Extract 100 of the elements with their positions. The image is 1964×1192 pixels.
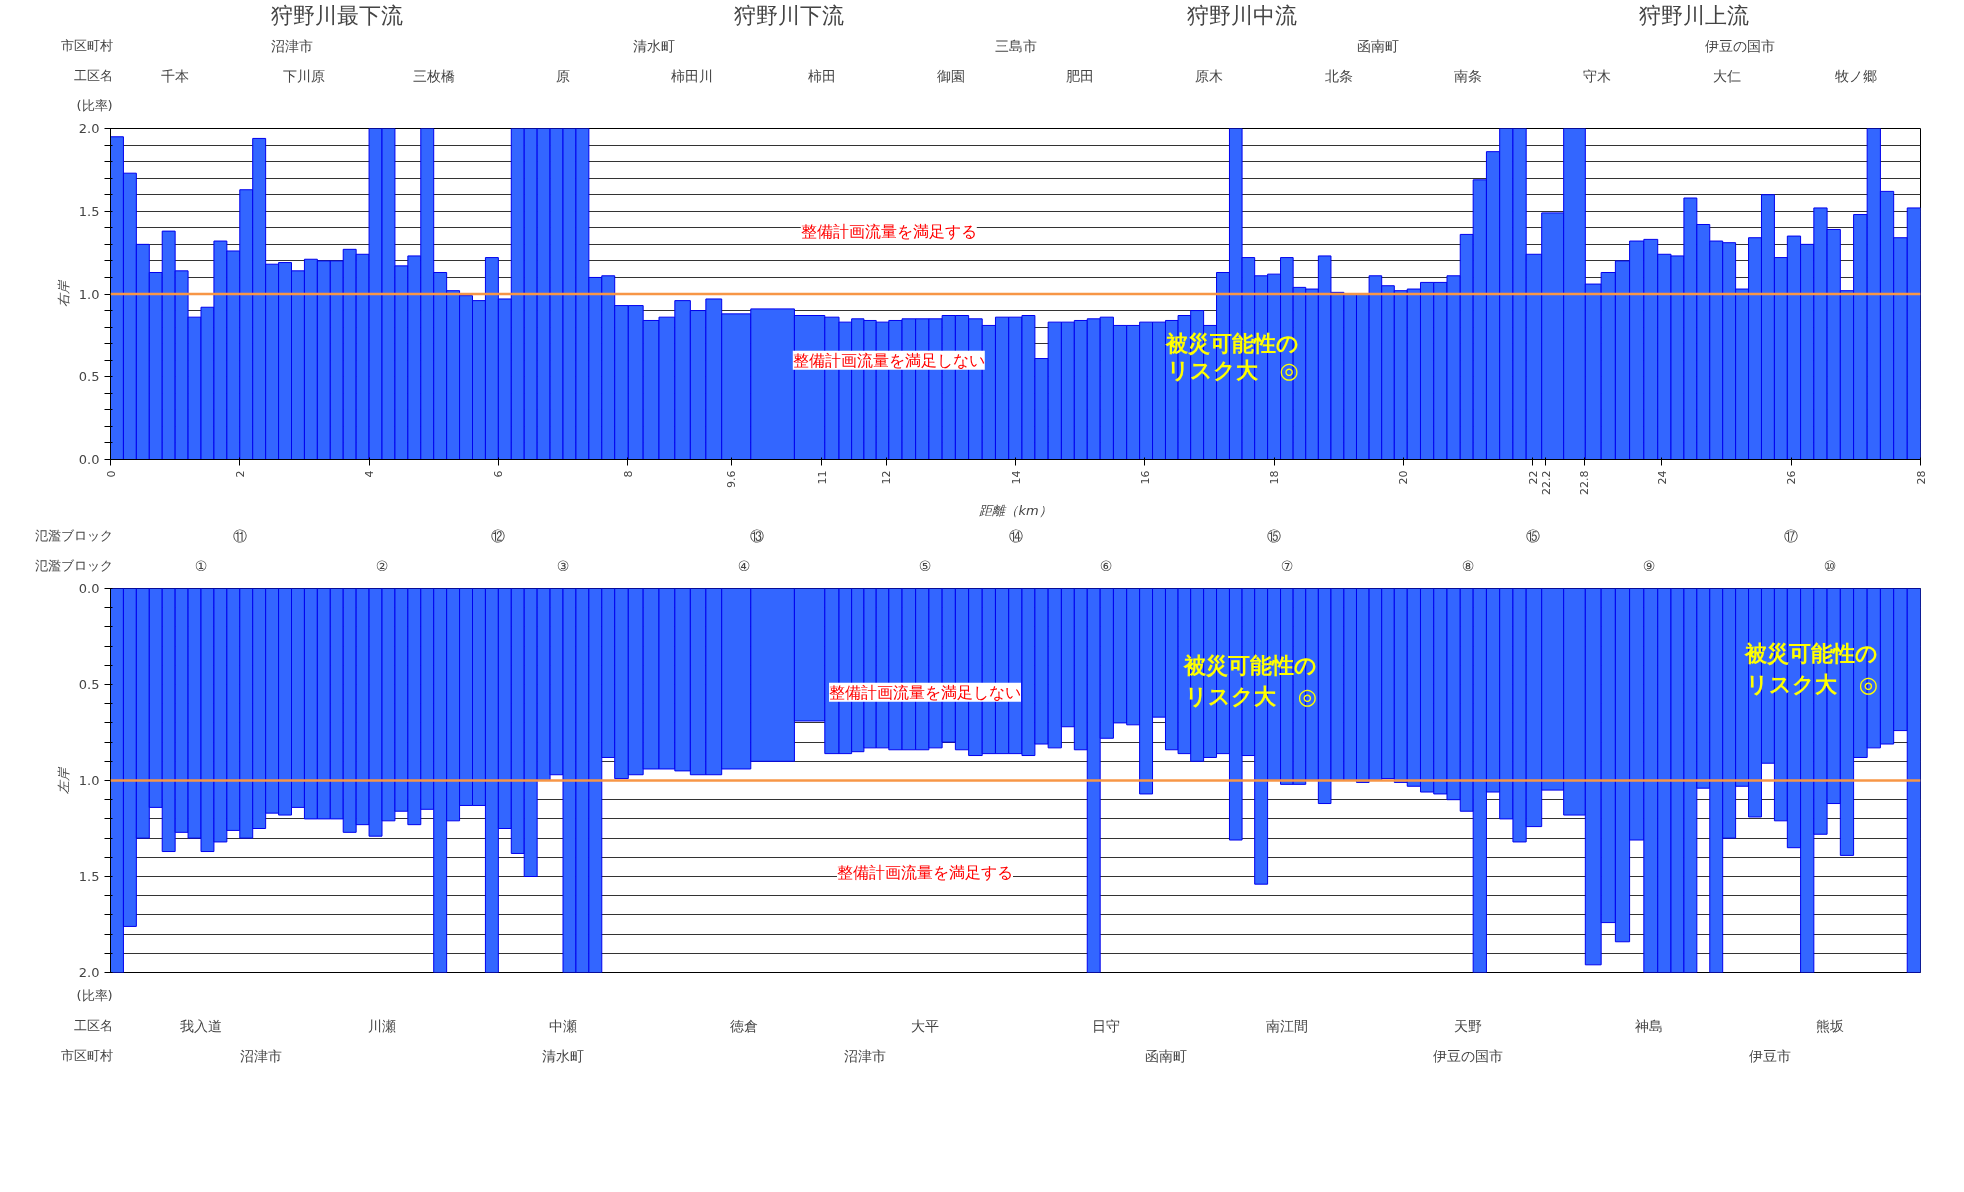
text: ④ [737, 557, 751, 574]
text: 原木 [1195, 67, 1224, 84]
text: 狩野川下流 [734, 3, 845, 28]
x-tick-label: 22.2 [1539, 470, 1553, 495]
text: 中瀬 [549, 1017, 577, 1034]
text: 南条 [1454, 67, 1482, 84]
text: 伊豆市 [1748, 1047, 1791, 1064]
text: 我入道 [180, 1017, 222, 1034]
text: 沼津市 [270, 37, 313, 54]
text: 川瀬 [368, 1017, 396, 1034]
text: ⑭ [1008, 527, 1023, 544]
x-tick-label: 20 [1397, 470, 1411, 485]
text: 天野 [1454, 1017, 1482, 1034]
text: 清水町 [632, 37, 675, 54]
text: ⑤ [918, 557, 932, 574]
text: 柿田 [807, 67, 836, 84]
text: 沼津市 [843, 1047, 886, 1064]
text: 牧ノ郷 [1834, 67, 1877, 84]
text: 徳倉 [730, 1017, 758, 1034]
text: 工区名 [73, 68, 113, 83]
text: ⑨ [1642, 557, 1656, 574]
text: ⑬ [749, 527, 764, 544]
x-tick-label: 16 [1138, 470, 1152, 485]
text: 柿田川 [671, 67, 714, 84]
text: 狩野川中流 [1186, 3, 1297, 28]
text: 大仁 [1712, 67, 1741, 84]
y-tick-label: 0.0 [78, 581, 100, 596]
x-tick-label: 26 [1785, 470, 1799, 485]
x-tick-label: 12 [880, 470, 894, 485]
text: 伊豆の国市 [1433, 1047, 1503, 1064]
x-axis-title: 距離（km） [979, 502, 1052, 518]
text: 大平 [911, 1017, 939, 1034]
y-tick-label: 0.0 [78, 452, 100, 467]
y-axis-title: 右岸 [55, 279, 71, 307]
text: ⑰ [1784, 527, 1799, 544]
annotation: 整備計画流量を満足する [837, 863, 1013, 883]
text: (比率) [76, 98, 113, 113]
text: 日守 [1092, 1017, 1120, 1034]
x-tick-label: 24 [1655, 470, 1669, 485]
text: ⑦ [1280, 557, 1294, 574]
y-tick-label: 1.5 [78, 869, 100, 884]
x-tick-label: 8 [621, 470, 635, 478]
text: 函南町 [1356, 37, 1399, 54]
text: ⑩ [1823, 557, 1837, 574]
text: 神島 [1635, 1017, 1663, 1034]
y-axis-title: 左岸 [55, 765, 71, 794]
text: 狩野川上流 [1639, 3, 1750, 28]
text: 工区名 [73, 1018, 113, 1033]
x-tick-label: 6 [492, 470, 506, 478]
annotation: 被災可能性の [1183, 652, 1318, 678]
text: ⑧ [1461, 557, 1475, 574]
y-tick-label: 2.0 [78, 965, 100, 980]
x-tick-label: 28 [1914, 470, 1928, 485]
text: ⑮ [1525, 527, 1540, 544]
text: 伊豆の国市 [1704, 37, 1775, 54]
text: 北条 [1324, 67, 1353, 84]
text: ② [375, 557, 389, 574]
text: 氾濫ブロック [34, 528, 113, 543]
text: 沼津市 [240, 1047, 283, 1064]
text: 三枚橋 [412, 67, 455, 84]
text: 原 [556, 67, 570, 84]
x-tick-label: 0 [104, 470, 118, 478]
text: 氾濫ブロック [34, 558, 113, 573]
annotation: 整備計画流量を満足しない [829, 682, 1021, 702]
annotation: 被災可能性の [1744, 641, 1879, 667]
text: 御園 [936, 67, 965, 84]
text: 函南町 [1145, 1047, 1188, 1064]
text: 守木 [1583, 67, 1612, 84]
annotation: 被災可能性の [1165, 331, 1300, 357]
y-tick-label: 0.5 [78, 677, 100, 692]
annotation: 整備計画流量を満足しない [792, 350, 985, 370]
x-tick-label: 14 [1009, 470, 1023, 485]
text: ⑪ [232, 527, 247, 544]
text: 狩野川最下流 [270, 3, 403, 28]
x-tick-label: 4 [363, 470, 377, 478]
text: 南江間 [1266, 1017, 1308, 1034]
y-tick-label: 1.0 [78, 773, 100, 788]
text: 市区町村 [60, 1048, 113, 1063]
text: 熊坂 [1816, 1017, 1844, 1034]
annotation: リスク大 ◎ [1184, 683, 1317, 709]
x-tick-label: 22.8 [1578, 470, 1592, 495]
text: 千本 [161, 67, 190, 84]
annotation: リスク大 ◎ [1745, 672, 1879, 697]
text: 清水町 [542, 1047, 584, 1064]
y-tick-label: 1.0 [78, 286, 100, 302]
x-tick-label: 9.6 [725, 470, 739, 488]
text: 下川原 [283, 67, 326, 84]
text: ⑫ [491, 527, 506, 544]
text: ③ [556, 557, 570, 574]
x-tick-label: 18 [1268, 470, 1282, 485]
text: ① [194, 557, 208, 574]
y-tick-label: 2.0 [78, 121, 100, 136]
y-tick-label: 0.5 [78, 369, 100, 385]
annotation: リスク大 ◎ [1166, 357, 1299, 383]
text: ⑥ [1099, 557, 1113, 574]
text: 肥田 [1066, 67, 1095, 84]
y-tick-label: 1.5 [78, 203, 100, 219]
x-tick-label: 11 [815, 470, 829, 485]
text: (比率) [76, 988, 113, 1003]
text: ⑮ [1267, 527, 1282, 544]
